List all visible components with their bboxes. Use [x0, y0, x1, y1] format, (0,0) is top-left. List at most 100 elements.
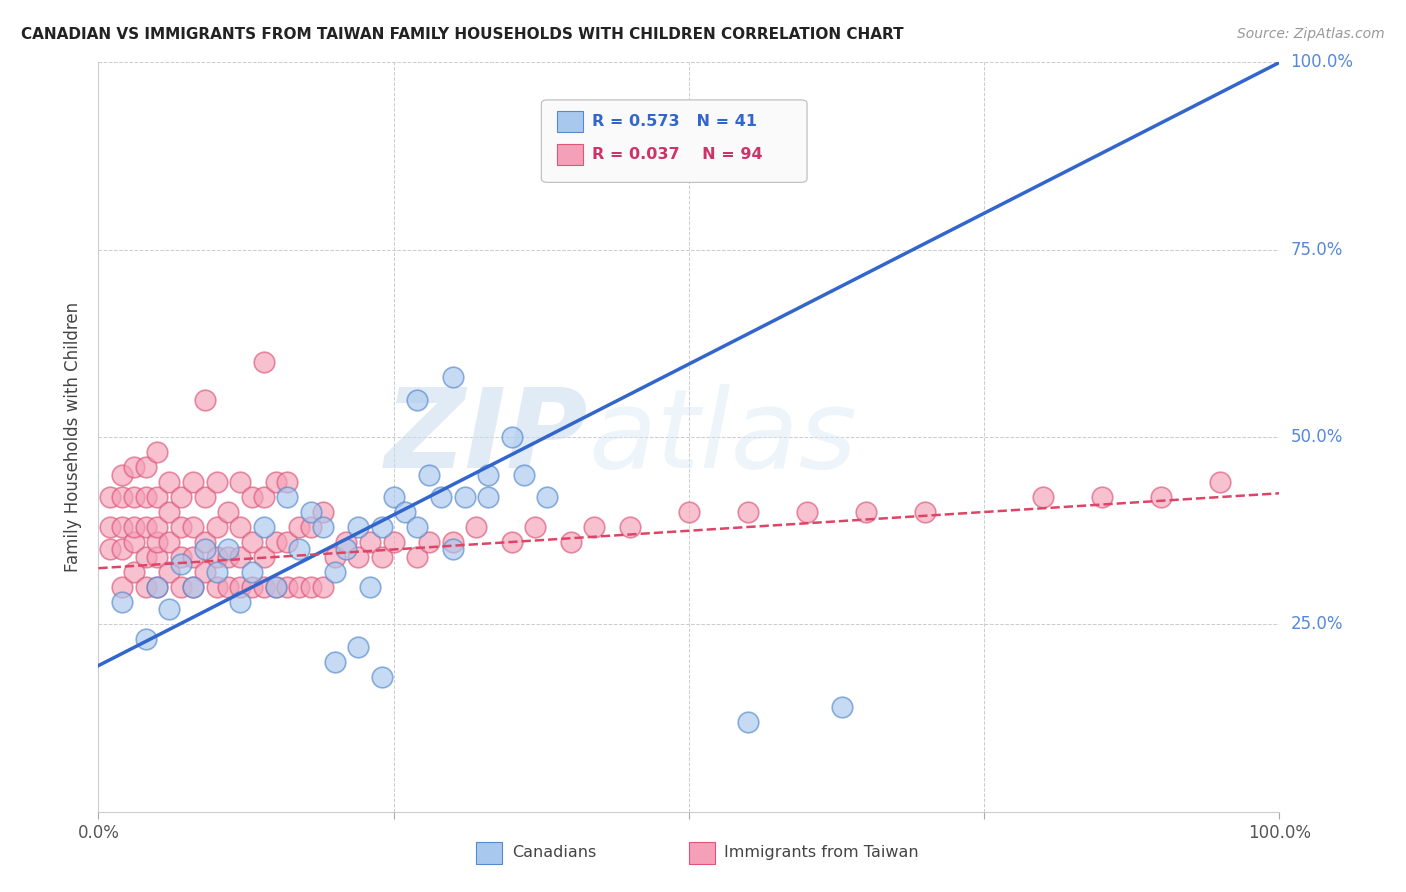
Point — [111, 580, 134, 594]
Point — [299, 505, 322, 519]
Point — [347, 520, 370, 534]
Point — [1209, 475, 1232, 489]
Point — [229, 475, 252, 489]
Point — [312, 580, 335, 594]
Point — [157, 602, 180, 616]
Point — [831, 699, 853, 714]
Point — [288, 542, 311, 557]
Point — [157, 535, 180, 549]
Point — [737, 714, 759, 729]
Point — [253, 580, 276, 594]
Point — [98, 490, 121, 504]
Point — [501, 430, 523, 444]
Text: 50.0%: 50.0% — [1291, 428, 1343, 446]
Bar — [557, 145, 582, 165]
Point — [181, 475, 204, 489]
Point — [181, 549, 204, 564]
Point — [122, 460, 145, 475]
Text: 25.0%: 25.0% — [1291, 615, 1343, 633]
Point — [240, 490, 263, 504]
Point — [111, 490, 134, 504]
Point — [229, 595, 252, 609]
Point — [299, 580, 322, 594]
Point — [122, 535, 145, 549]
Point — [194, 542, 217, 557]
Point — [453, 490, 475, 504]
Point — [477, 490, 499, 504]
Point — [678, 505, 700, 519]
Point — [217, 549, 239, 564]
Point — [264, 580, 287, 594]
Text: R = 0.573   N = 41: R = 0.573 N = 41 — [592, 114, 756, 129]
Point — [157, 565, 180, 579]
Point — [170, 558, 193, 572]
Point — [371, 670, 394, 684]
Point — [194, 535, 217, 549]
Point — [524, 520, 547, 534]
Point — [406, 520, 429, 534]
Point — [135, 460, 157, 475]
Point — [146, 490, 169, 504]
Point — [371, 549, 394, 564]
Text: Canadians: Canadians — [512, 846, 596, 861]
Point — [135, 580, 157, 594]
Bar — [689, 842, 714, 864]
Point — [406, 549, 429, 564]
Point — [122, 565, 145, 579]
Point — [157, 505, 180, 519]
Bar — [477, 842, 502, 864]
Point — [501, 535, 523, 549]
Point — [135, 490, 157, 504]
Point — [170, 549, 193, 564]
Point — [135, 632, 157, 647]
Point — [536, 490, 558, 504]
Point — [796, 505, 818, 519]
Point — [111, 595, 134, 609]
Point — [465, 520, 488, 534]
Point — [264, 580, 287, 594]
Point — [276, 475, 298, 489]
Point — [312, 505, 335, 519]
Point — [146, 580, 169, 594]
Point — [253, 490, 276, 504]
Point — [418, 535, 440, 549]
Point — [217, 542, 239, 557]
Point — [240, 565, 263, 579]
Point — [737, 505, 759, 519]
FancyBboxPatch shape — [541, 100, 807, 182]
Point — [146, 580, 169, 594]
Point — [205, 580, 228, 594]
Point — [205, 475, 228, 489]
Point — [205, 565, 228, 579]
Point — [181, 580, 204, 594]
Point — [430, 490, 453, 504]
Point — [441, 535, 464, 549]
Text: 100.0%: 100.0% — [1291, 54, 1354, 71]
Point — [240, 535, 263, 549]
Point — [157, 475, 180, 489]
Text: atlas: atlas — [589, 384, 858, 491]
Point — [371, 520, 394, 534]
Point — [1032, 490, 1054, 504]
Point — [441, 370, 464, 384]
Point — [560, 535, 582, 549]
Point — [312, 520, 335, 534]
Point — [347, 640, 370, 654]
Point — [98, 520, 121, 534]
Point — [98, 542, 121, 557]
Point — [359, 535, 381, 549]
Point — [323, 565, 346, 579]
Point — [276, 490, 298, 504]
Point — [276, 580, 298, 594]
Point — [299, 520, 322, 534]
Point — [264, 535, 287, 549]
Point — [111, 467, 134, 482]
Point — [229, 549, 252, 564]
Point — [146, 535, 169, 549]
Point — [583, 520, 606, 534]
Point — [335, 542, 357, 557]
Point — [135, 520, 157, 534]
Point — [441, 542, 464, 557]
Point — [512, 467, 534, 482]
Point — [382, 535, 405, 549]
